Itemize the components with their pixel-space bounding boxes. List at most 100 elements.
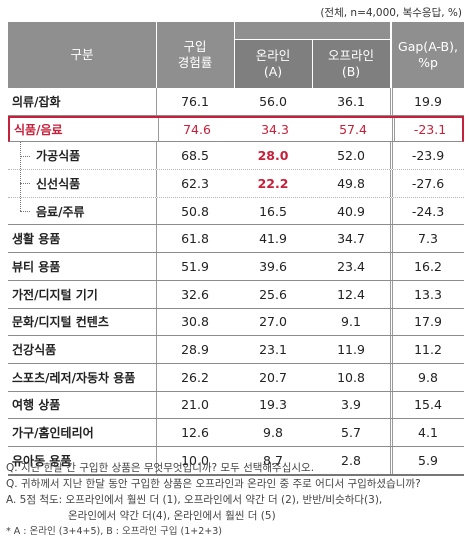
cell-online: 27.0 xyxy=(259,314,287,330)
cell-offline: 3.9 xyxy=(341,397,361,413)
header-online: 온라인 (A) xyxy=(234,40,312,88)
tree-branch xyxy=(20,170,30,197)
note-scale: A. 5점 척도: 오프라인에서 훨씬 더 (1), 오프라인에서 약간 더 (… xyxy=(6,494,383,506)
cell-experience: 26.2 xyxy=(181,369,209,385)
row-label: 문화/디지털 컨텐츠 xyxy=(12,315,109,330)
cell-offline: 2.8 xyxy=(341,452,361,468)
table-row: 가구/홈인테리어 12.6 9.8 5.7 4.1 xyxy=(8,419,464,447)
cell-gap: 5.9 xyxy=(418,452,438,468)
cell-offline: 11.9 xyxy=(337,342,365,358)
cell-offline: 9.1 xyxy=(341,314,361,330)
table-row: 스포츠/레저/자동차 용품 26.2 20.7 10.8 9.8 xyxy=(8,363,464,392)
cell-gap: 11.2 xyxy=(414,342,442,358)
table-row: 문화/디지털 컨텐츠 30.8 27.0 9.1 17.9 xyxy=(8,308,464,337)
table-row: 유아동 용품 10.0 8.7 2.8 5.9 xyxy=(8,446,464,476)
cell-offline: 12.4 xyxy=(337,286,365,302)
cell-offline: 5.7 xyxy=(341,425,361,441)
cell-online: 9.8 xyxy=(263,425,283,441)
cell-online: 34.3 xyxy=(261,122,289,138)
cell-offline: 10.8 xyxy=(337,369,365,385)
cell-experience: 32.6 xyxy=(181,286,209,302)
cell-online: 28.0 xyxy=(257,148,289,164)
header-gap: Gap(A-B), %p xyxy=(398,39,458,70)
cell-offline: 36.1 xyxy=(337,93,365,109)
cell-online: 25.6 xyxy=(259,286,287,302)
row-label: 건강식품 xyxy=(12,343,57,358)
note-question-2: Q. 귀하께서 지난 한달 동안 구입한 상품은 오프라인과 온라인 중 주로 … xyxy=(6,478,421,490)
cell-gap: 17.9 xyxy=(414,314,442,330)
cell-online: 19.3 xyxy=(259,397,287,413)
cell-experience: 30.8 xyxy=(181,314,209,330)
table-row: 음료/주류 50.8 16.5 40.9 -24.3 xyxy=(8,197,464,226)
cell-gap: 16.2 xyxy=(414,258,442,274)
cell-offline: 34.7 xyxy=(337,231,365,247)
table-meta: (전체, n=4,000, 복수응답, %) xyxy=(320,7,462,19)
note-scale-cont: 온라인에서 약간 더(4), 온라인에서 훨씬 더 (5) xyxy=(68,510,276,522)
cell-gap: 7.3 xyxy=(418,231,438,247)
cell-experience: 21.0 xyxy=(181,397,209,413)
table-row: 건강식품 28.9 23.1 11.9 11.2 xyxy=(8,336,464,364)
note-footnote: * A : 온라인 (3+4+5), B : 오프라인 구입 (1+2+3) xyxy=(6,526,222,537)
table-row: 생활 용품 61.8 41.9 34.7 7.3 xyxy=(8,225,464,254)
cell-experience: 76.1 xyxy=(181,93,209,109)
row-label: 스포츠/레저/자동차 용품 xyxy=(12,370,136,385)
cell-online: 56.0 xyxy=(259,93,287,109)
row-label: 신선식품 xyxy=(36,176,81,191)
row-label: 음료/주류 xyxy=(36,204,85,219)
cell-gap: 15.4 xyxy=(414,397,442,413)
table-row: 식품/음료 74.6 34.3 57.4 -23.1 xyxy=(8,115,464,143)
cell-online: 8.7 xyxy=(263,452,283,468)
cell-gap: -23.9 xyxy=(411,148,445,164)
tree-branch xyxy=(20,142,30,170)
header-experience: 구입 경험률 xyxy=(177,39,213,70)
cell-gap: 19.9 xyxy=(414,93,442,109)
cell-experience: 68.5 xyxy=(181,148,209,164)
table-header: 구분 구입 경험률 온라인 (A) 오프라인 (B) Gap(A-B), %p xyxy=(8,22,464,88)
cell-experience: 10.0 xyxy=(181,452,209,468)
cell-experience: 51.9 xyxy=(181,258,209,274)
header-category: 구분 xyxy=(70,47,94,63)
table-row: 가공식품 68.5 28.0 52.0 -23.9 xyxy=(8,142,464,171)
note-question-1: Q. 지난 한달 간 구입한 상품은 무엇무엇입니까? 모두 선택해주십시오. xyxy=(6,462,315,474)
cell-online: 23.1 xyxy=(259,342,287,358)
row-label: 뷰티 용품 xyxy=(12,259,61,274)
cell-gap: -24.3 xyxy=(411,203,445,219)
table-row: 신선식품 62.3 22.2 49.8 -27.6 xyxy=(8,170,464,198)
cell-gap: -23.1 xyxy=(413,122,447,138)
row-label: 생활 용품 xyxy=(12,232,61,247)
cell-online: 16.5 xyxy=(259,203,287,219)
cell-gap: 4.1 xyxy=(418,425,438,441)
row-label: 유아동 용품 xyxy=(12,453,72,468)
table-row: 여행 상품 21.0 19.3 3.9 15.4 xyxy=(8,391,464,420)
cell-online: 20.7 xyxy=(259,369,287,385)
tree-branch xyxy=(20,197,30,225)
cell-offline: 40.9 xyxy=(337,203,365,219)
cell-offline: 23.4 xyxy=(337,258,365,274)
table-row: 가전/디지털 기기 32.6 25.6 12.4 13.3 xyxy=(8,280,464,309)
cell-experience: 62.3 xyxy=(181,175,209,191)
row-label: 식품/음료 xyxy=(14,123,63,138)
cell-offline: 52.0 xyxy=(337,148,365,164)
cell-experience: 50.8 xyxy=(181,203,209,219)
cell-gap: -27.6 xyxy=(411,175,445,191)
notes: Q. 지난 한달 간 구입한 상품은 무엇무엇입니까? 모두 선택해주십시오. … xyxy=(6,460,464,540)
cell-offline: 57.4 xyxy=(339,122,367,138)
cell-offline: 49.8 xyxy=(337,175,365,191)
row-label: 가구/홈인테리어 xyxy=(12,426,94,441)
row-label: 의류/잡화 xyxy=(12,94,61,109)
purchase-table: 구분 구입 경험률 온라인 (A) 오프라인 (B) Gap(A-B), %p … xyxy=(8,22,464,476)
cell-online: 39.6 xyxy=(259,258,287,274)
cell-online: 22.2 xyxy=(257,175,289,191)
row-label: 여행 상품 xyxy=(12,398,61,413)
cell-gap: 9.8 xyxy=(418,369,438,385)
table-body: 의류/잡화 76.1 56.0 36.1 19.9 식품/음료 74.6 34.3 57.4 -2… xyxy=(8,88,464,476)
cell-experience: 12.6 xyxy=(181,425,209,441)
header-offline: 오프라인 (B) xyxy=(312,40,390,88)
table-row: 의류/잡화 76.1 56.0 36.1 19.9 xyxy=(8,88,464,116)
cell-experience: 61.8 xyxy=(181,231,209,247)
table-row: 뷰티 용품 51.9 39.6 23.4 16.2 xyxy=(8,253,464,281)
cell-experience: 74.6 xyxy=(183,122,211,138)
cell-online: 41.9 xyxy=(259,231,287,247)
cell-experience: 28.9 xyxy=(181,342,209,358)
row-label: 가전/디지털 기기 xyxy=(12,287,98,302)
